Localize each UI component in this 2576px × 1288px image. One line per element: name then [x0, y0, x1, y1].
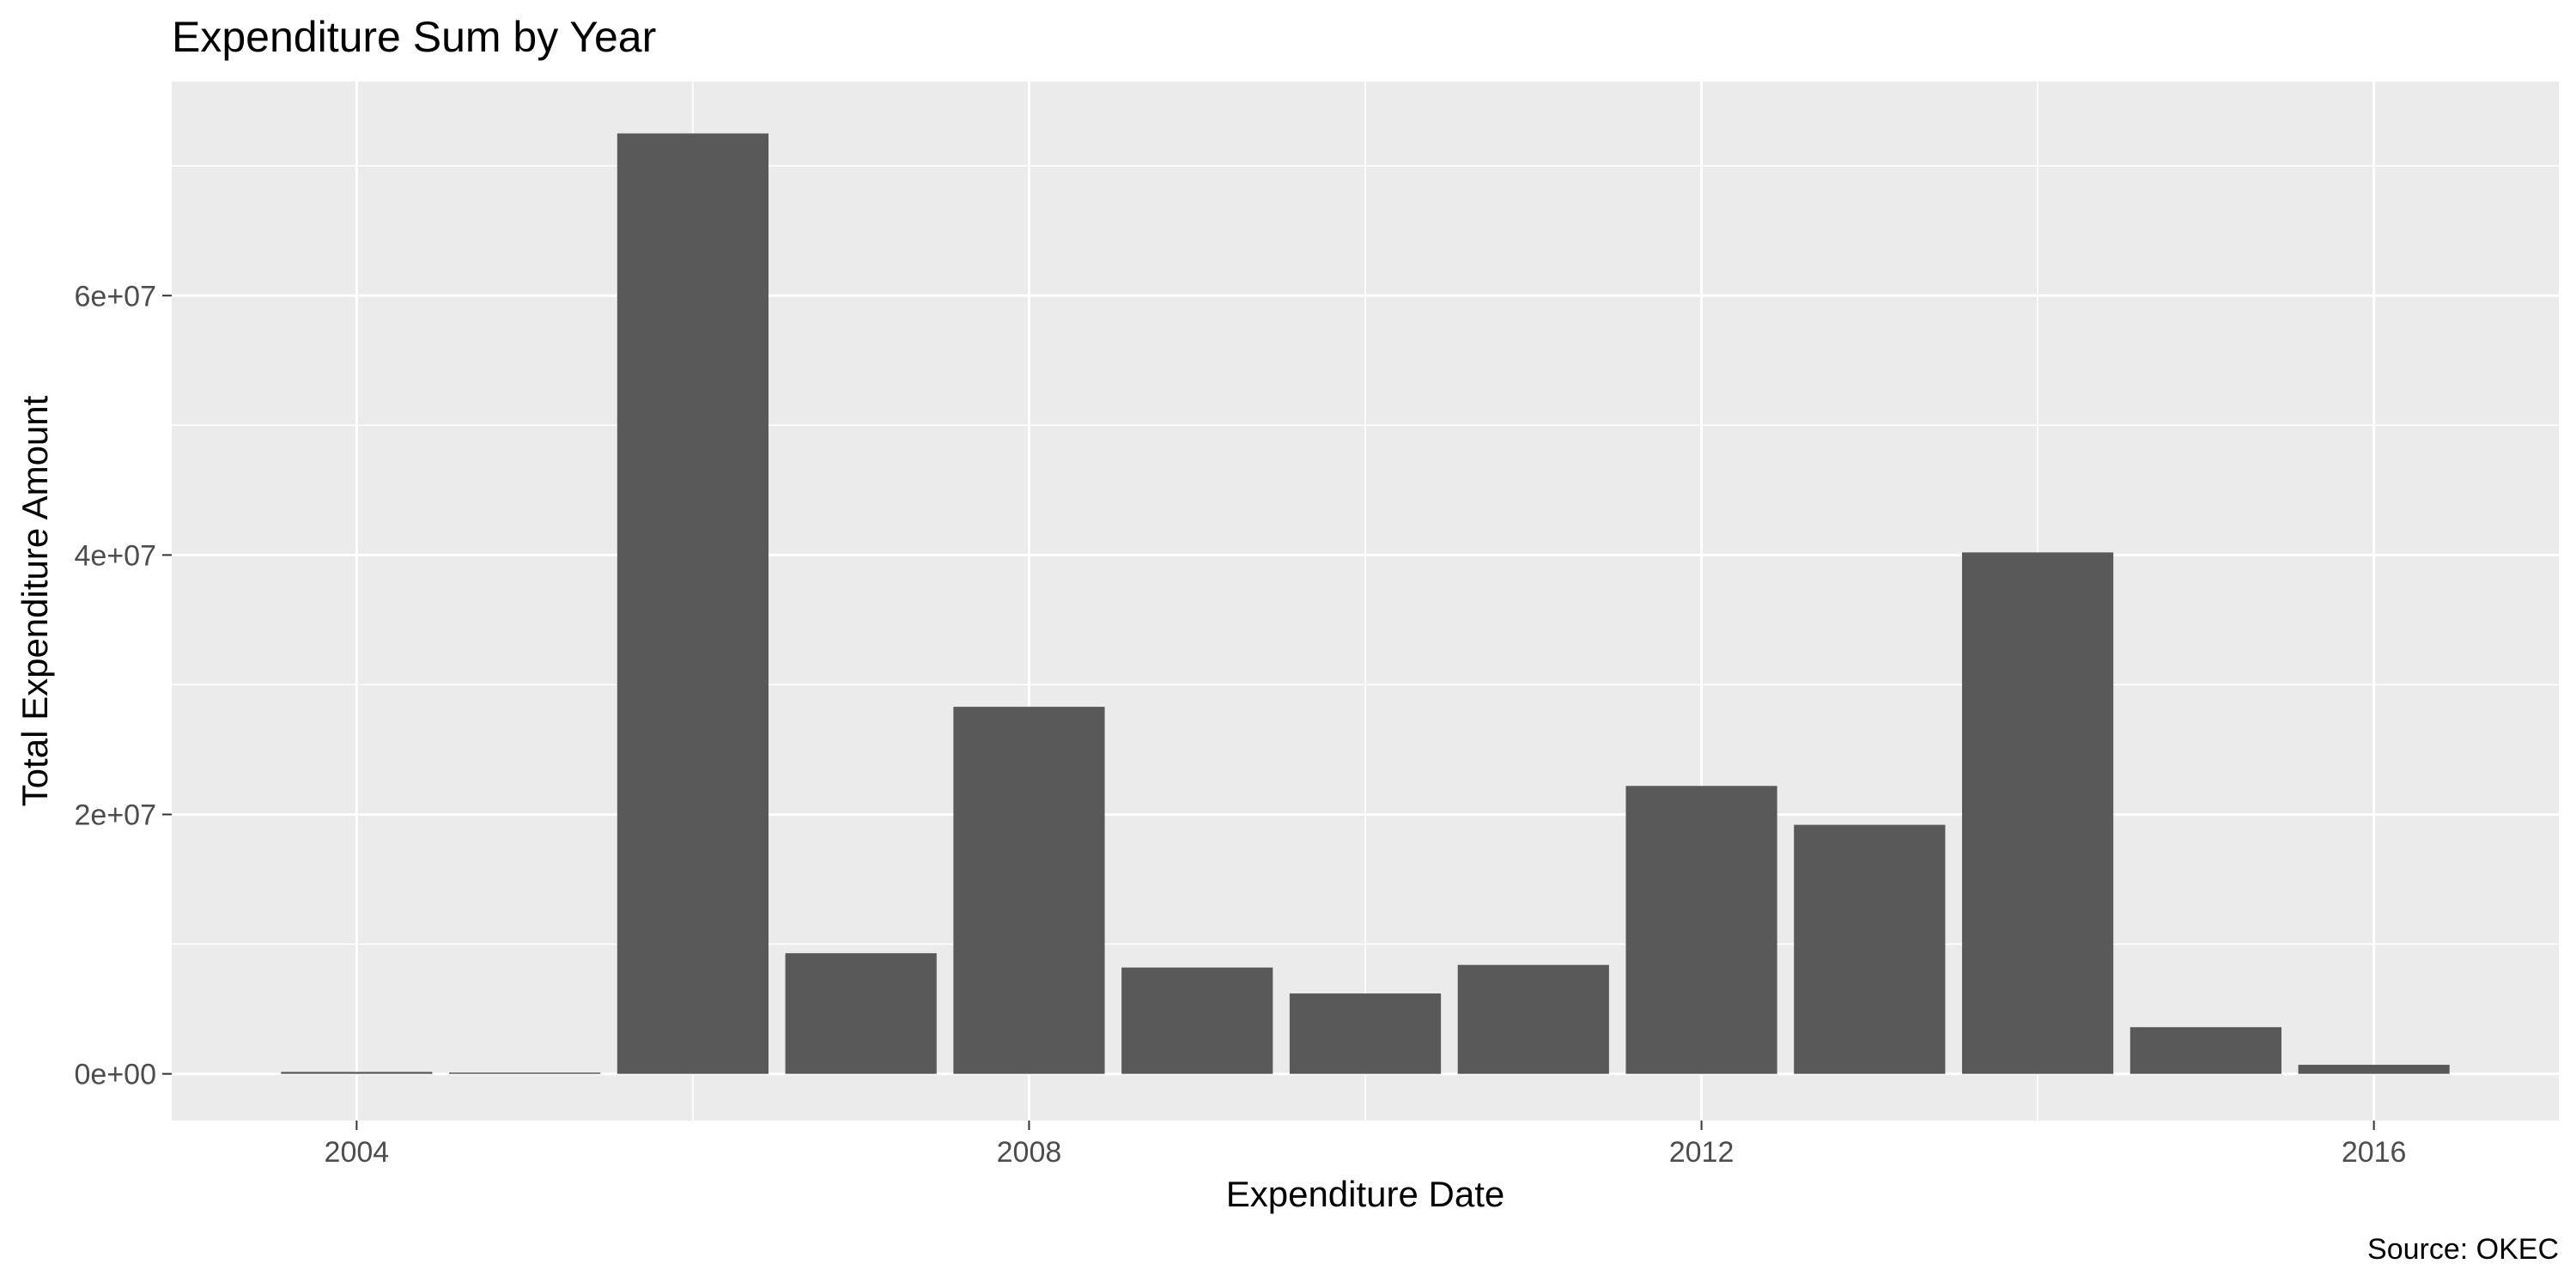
- bar-2010: [1289, 993, 1442, 1074]
- bar-2008: [953, 707, 1105, 1074]
- x-tick-label-2: 2012: [1669, 1136, 1735, 1169]
- x-tick-label-0: 2004: [325, 1136, 390, 1169]
- x-tick-label-3: 2016: [2342, 1136, 2407, 1169]
- bar-2011: [1457, 964, 1609, 1074]
- bar-2013: [1794, 824, 1946, 1074]
- bar-2016: [2298, 1065, 2450, 1074]
- y-tick-label-2: 4e+07: [75, 539, 157, 572]
- bar-2014: [1962, 552, 2114, 1074]
- bar-2009: [1121, 967, 1273, 1074]
- y-tick-label-1: 2e+07: [75, 799, 157, 831]
- bar-2005: [449, 1072, 601, 1074]
- bars: [281, 133, 2450, 1074]
- y-axis: 0e+00 2e+07 4e+07 6e+07: [75, 280, 172, 1091]
- bar-2007: [785, 953, 937, 1074]
- y-axis-title: Total Expenditure Amount: [15, 395, 55, 806]
- x-axis: 2004 2008 2012 2016: [325, 1121, 2407, 1169]
- bar-2004: [281, 1072, 433, 1074]
- bar-2015: [2129, 1027, 2281, 1074]
- y-tick-label-3: 6e+07: [75, 280, 157, 313]
- x-tick-label-1: 2008: [997, 1136, 1062, 1169]
- chart-caption: Source: OKEC: [2367, 1233, 2559, 1266]
- chart-title: Expenditure Sum by Year: [172, 13, 656, 61]
- y-tick-label-0: 0e+00: [75, 1059, 157, 1091]
- x-axis-title: Expenditure Date: [1226, 1174, 1505, 1214]
- bar-2006: [617, 133, 769, 1074]
- bar-2012: [1625, 786, 1777, 1074]
